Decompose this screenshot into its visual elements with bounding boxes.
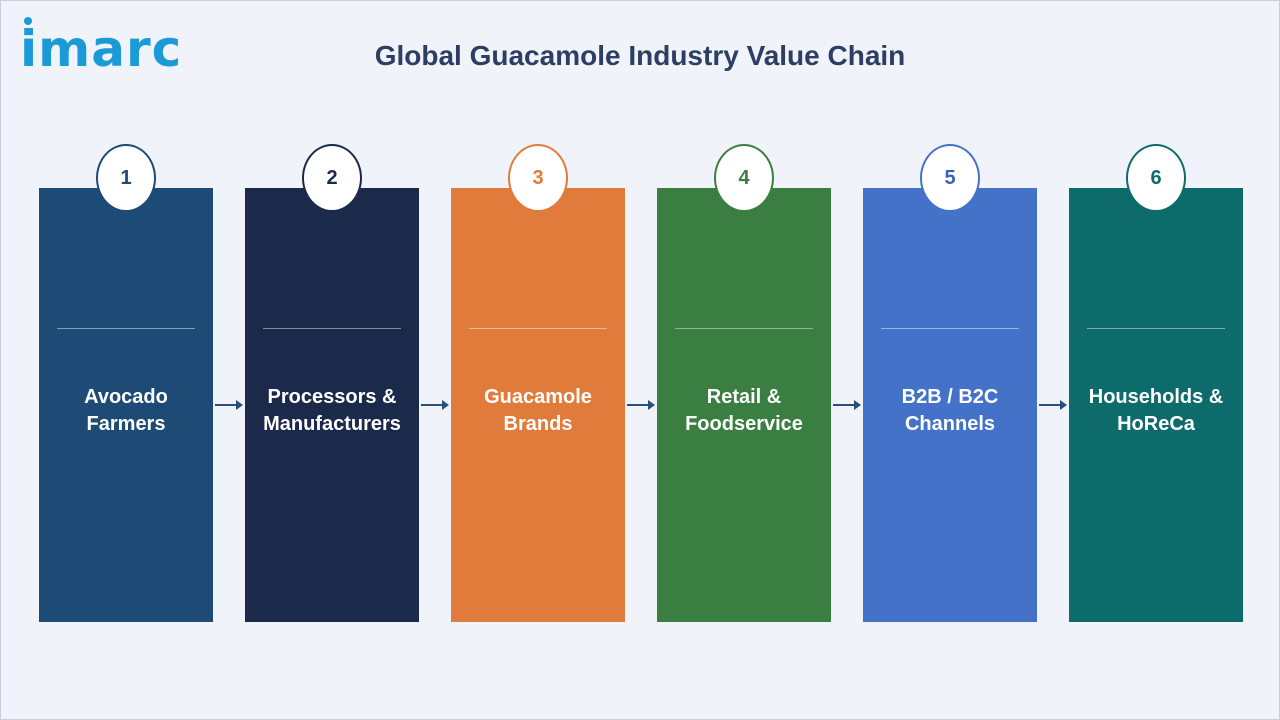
arrow-right-icon (421, 400, 449, 410)
step-column-4: Retail & Foodservice (657, 188, 831, 622)
step-label: B2B / B2C Channels (901, 386, 999, 435)
logo-text: imarc (20, 20, 183, 78)
step-number-badge-1: 1 (96, 144, 156, 212)
step-number-badge-4: 4 (714, 144, 774, 212)
step-label: Households & HoReCa (1088, 386, 1224, 435)
step-divider (57, 328, 195, 329)
step-label: Guacamole Brands (484, 386, 592, 435)
diagram-title: Global Guacamole Industry Value Chain (374, 40, 906, 71)
step-column-3: Guacamole Brands (451, 188, 625, 622)
step-label: Retail & Foodservice (685, 386, 803, 435)
step-number-badge-6: 6 (1126, 144, 1186, 212)
step-divider (263, 328, 401, 329)
step-label: Processors & Manufacturers (263, 386, 401, 435)
arrow-right-icon (215, 400, 243, 410)
logo-dot-icon (24, 17, 32, 25)
step-column-2: Processors & Manufacturers (245, 188, 419, 622)
arrow-right-icon (833, 400, 861, 410)
step-column-6: Households & HoReCa (1069, 188, 1243, 622)
step-divider (881, 328, 1019, 329)
step-label: Avocado Farmers (84, 386, 168, 435)
step-number-badge-3: 3 (508, 144, 568, 212)
step-column-5: B2B / B2C Channels (863, 188, 1037, 622)
arrow-right-icon (1039, 400, 1067, 410)
arrow-right-icon (627, 400, 655, 410)
step-column-1: Avocado Farmers (39, 188, 213, 622)
step-divider (675, 328, 813, 329)
step-number-badge-2: 2 (302, 144, 362, 212)
step-number-badge-5: 5 (920, 144, 980, 212)
step-divider (1087, 328, 1225, 329)
imarc-logo: imarc (20, 14, 182, 84)
step-divider (469, 328, 607, 329)
